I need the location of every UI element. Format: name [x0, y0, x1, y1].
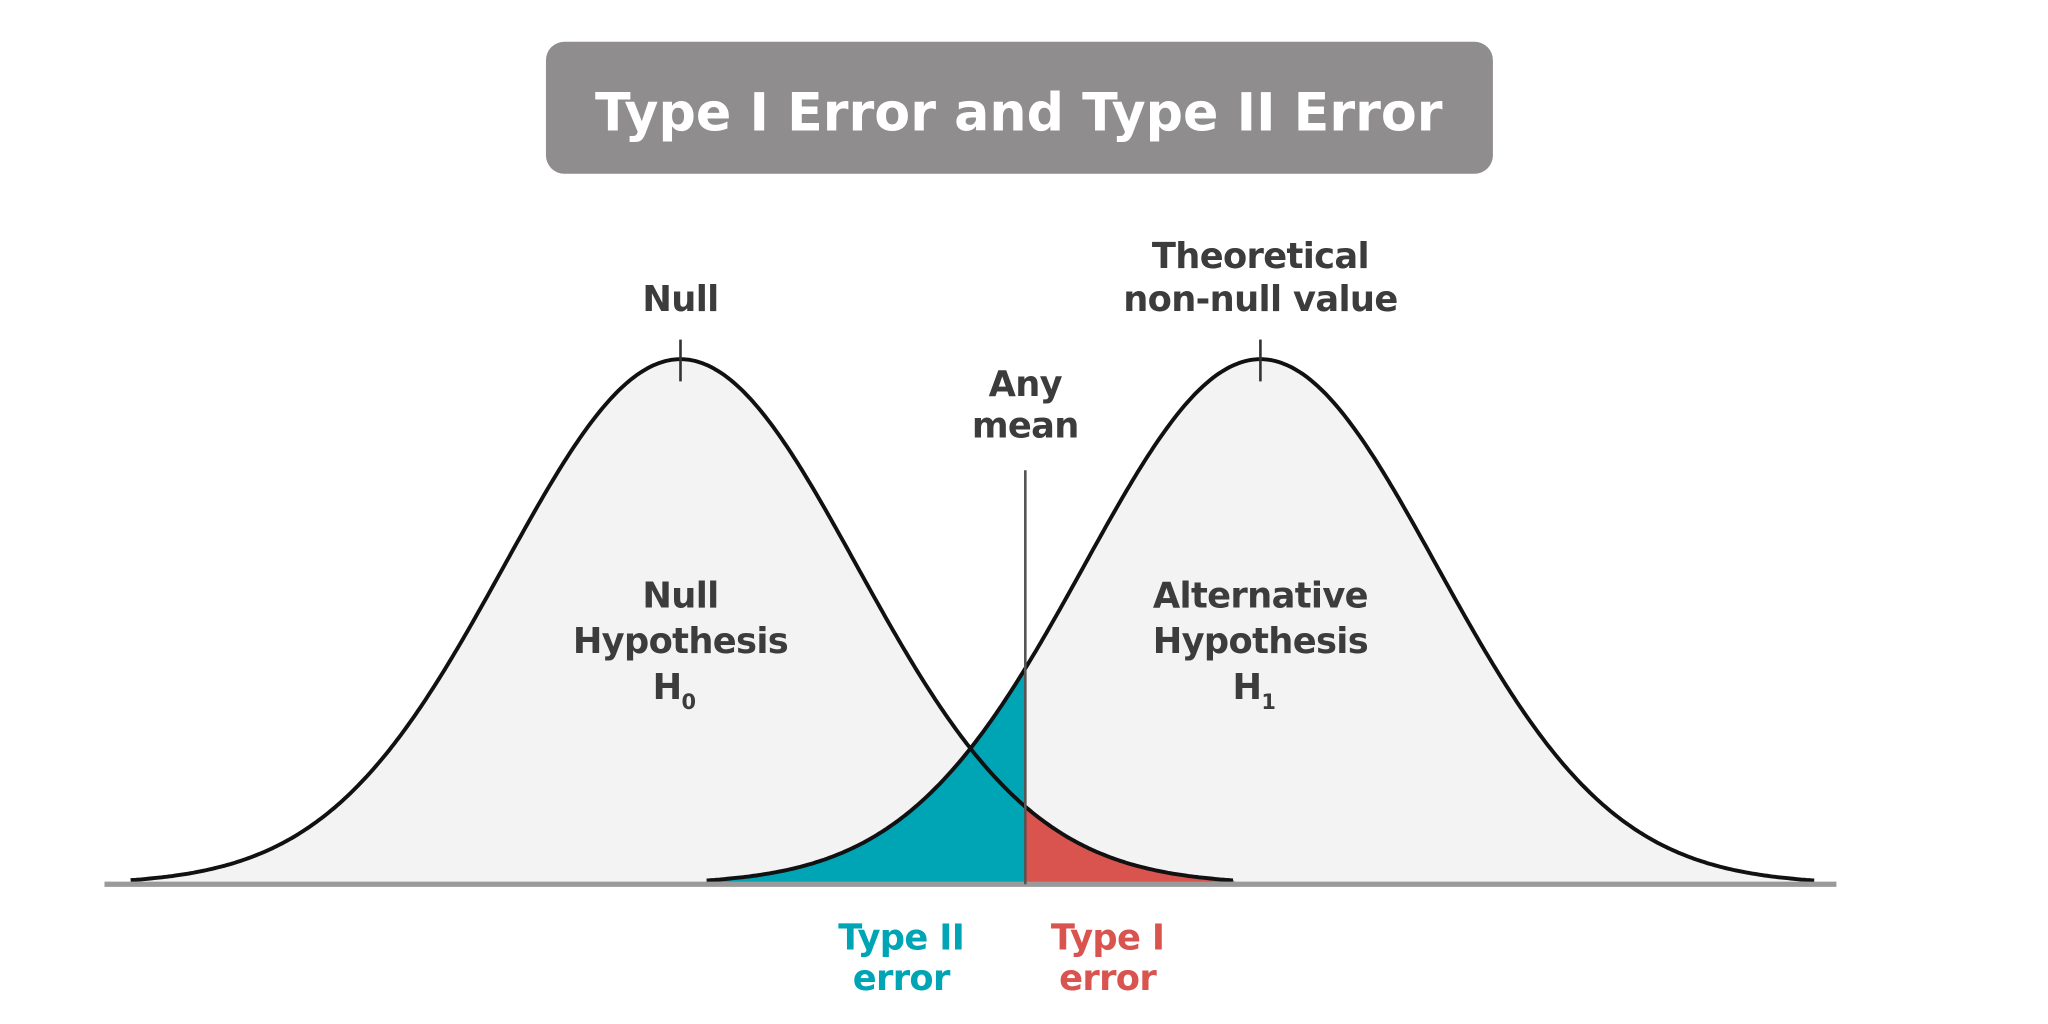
- theoretical-label-1: Theoretical: [1152, 236, 1369, 277]
- type-ii-error-label-1: Type II: [838, 918, 964, 959]
- null-distribution-fill: [130, 359, 1235, 885]
- any-mean-label-1: Any: [989, 364, 1063, 405]
- null-hypothesis-label-1: Null: [642, 575, 718, 616]
- null-label: Null: [642, 279, 718, 320]
- theoretical-label-2: non-null value: [1123, 279, 1397, 320]
- alt-hypothesis-label-1: Alternative: [1153, 575, 1368, 616]
- null-hypothesis-label-2: Hypothesis: [573, 621, 788, 662]
- type-i-error-region: [1025, 806, 1235, 885]
- alt-hypothesis-label-2: Hypothesis: [1153, 621, 1368, 662]
- title: Type I Error and Type II Error: [595, 84, 1443, 144]
- type-ii-error-region: [706, 668, 1026, 885]
- title-box: [545, 41, 1493, 174]
- null-hypothesis-symbol: H0: [653, 667, 696, 714]
- alt-hypothesis-symbol: H1: [1233, 667, 1276, 714]
- type-i-error-label-1: Type I: [1051, 918, 1164, 959]
- type-ii-error-label-2: error: [853, 958, 951, 999]
- type-i-error-label-2: error: [1059, 958, 1157, 999]
- any-mean-label-2: mean: [972, 406, 1079, 447]
